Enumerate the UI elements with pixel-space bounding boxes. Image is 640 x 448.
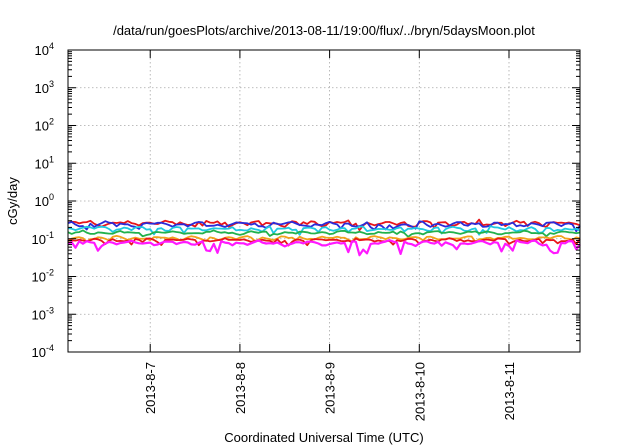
x-tick-label: 2013-8-11	[502, 362, 517, 420]
series-line	[67, 220, 581, 233]
series-line	[67, 234, 581, 243]
x-tick-label: 2013-8-9	[323, 362, 338, 414]
y-tick-exponent: 2	[49, 117, 54, 127]
y-tick-base: 10	[32, 270, 46, 285]
x-tick-label: 2013-8-8	[233, 362, 248, 414]
y-tick-exponent: -4	[46, 343, 54, 353]
x-tick-label: 2013-8-10	[412, 362, 427, 421]
series-group	[67, 218, 581, 257]
y-tick-exponent: 1	[49, 154, 54, 164]
series-line	[67, 237, 581, 247]
x-axis-label: Coordinated Universal Time (UTC)	[224, 430, 423, 445]
y-tick-base: 10	[32, 307, 46, 322]
y-axis-label: cGy/day	[5, 177, 20, 225]
y-tick-exponent: -1	[46, 230, 54, 240]
y-tick-base: 10	[35, 81, 49, 96]
y-tick-label: 10-1	[32, 230, 54, 247]
y-tick-exponent: -3	[46, 305, 54, 315]
y-tick-base: 10	[35, 156, 49, 171]
y-tick-base: 10	[35, 194, 49, 209]
y-tick-label: 104	[35, 41, 54, 58]
grid	[68, 50, 580, 352]
y-tick-label: 10-3	[32, 305, 54, 322]
y-tick-label: 103	[35, 79, 54, 96]
y-tick-label: 102	[35, 117, 54, 134]
y-tick-exponent: 3	[49, 79, 54, 89]
y-tick-base: 10	[32, 345, 46, 360]
y-tick-exponent: 0	[49, 192, 54, 202]
y-tick-exponent: 4	[49, 41, 54, 51]
y-tick-base: 10	[35, 119, 49, 134]
y-tick-label: 10-4	[32, 343, 54, 360]
y-tick-exponent: -2	[46, 268, 54, 278]
y-tick-label: 101	[35, 154, 54, 171]
series-line	[67, 239, 581, 257]
y-tick-label: 10-2	[32, 268, 54, 285]
x-tick-label: 2013-8-7	[143, 362, 158, 414]
y-tick-label: 100	[35, 192, 54, 209]
y-tick-base: 10	[35, 43, 49, 58]
series-line	[67, 229, 581, 238]
y-tick-base: 10	[32, 232, 46, 247]
chart-title: /data/run/goesPlots/archive/2013-08-11/1…	[113, 23, 535, 38]
